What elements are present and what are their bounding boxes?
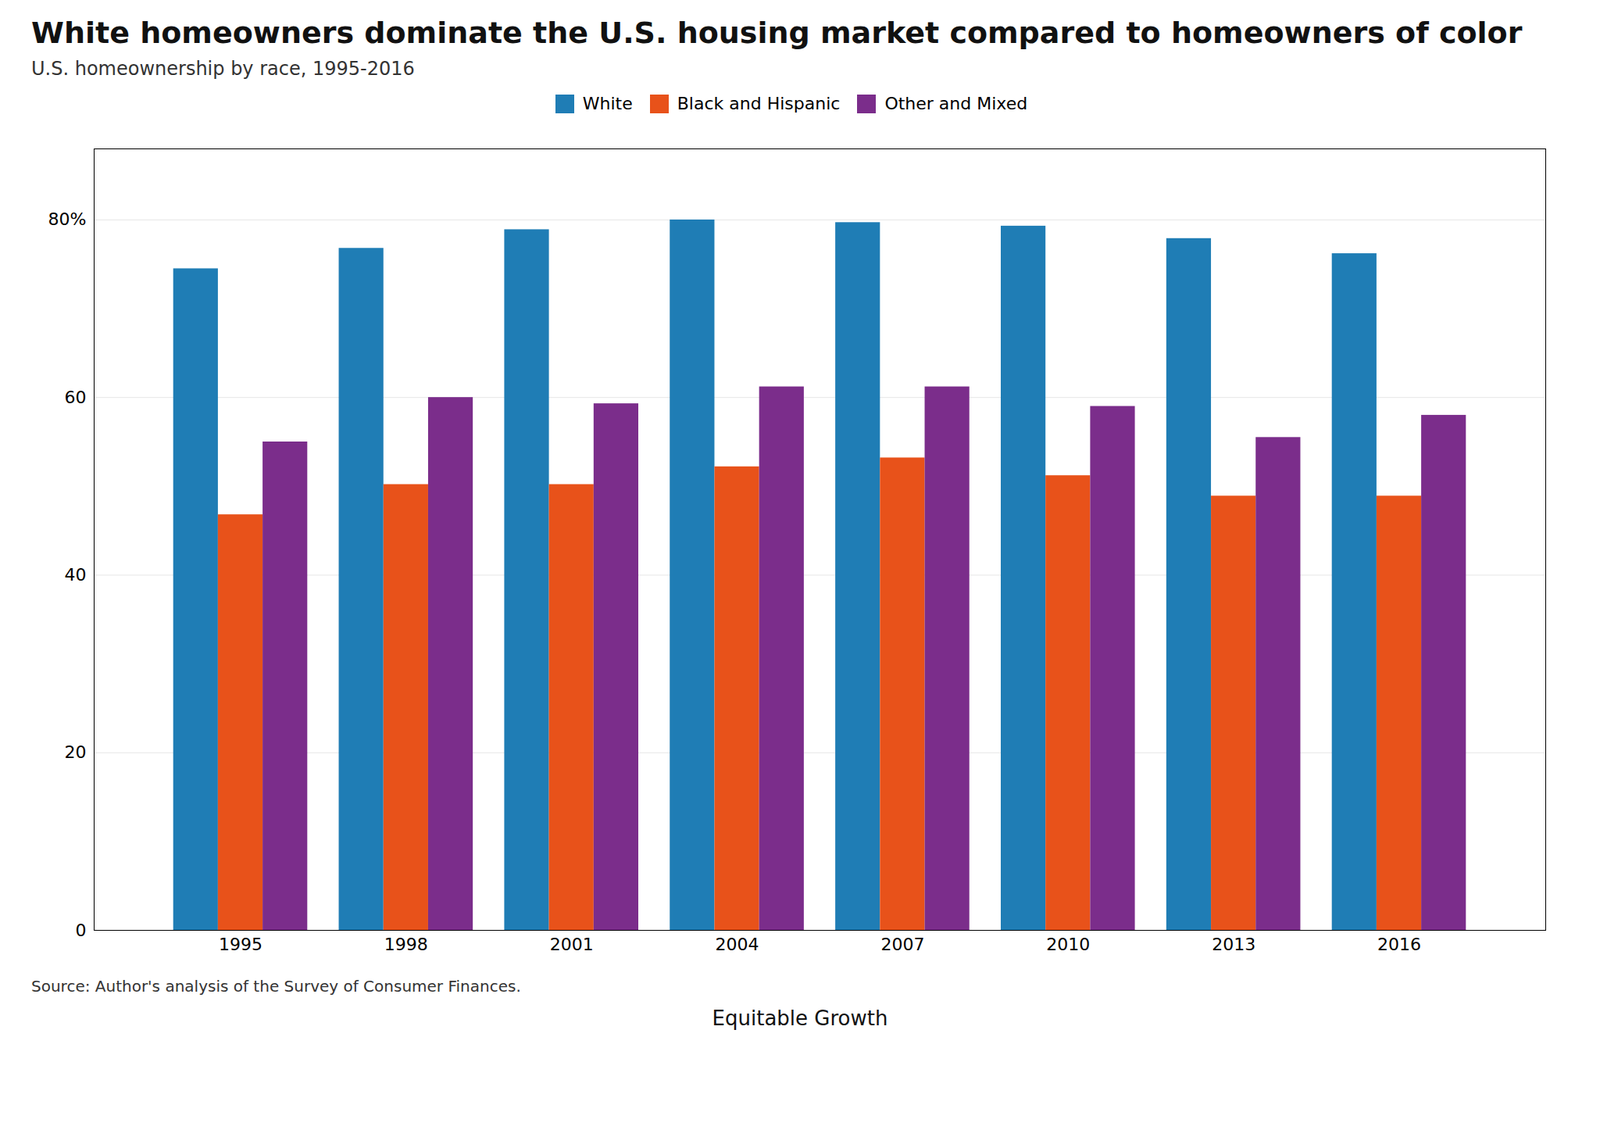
svg-text:40: 40 xyxy=(64,564,87,585)
svg-text:2013: 2013 xyxy=(1211,934,1256,954)
html-text:Equitable Growth: Equitable Growth xyxy=(712,1006,888,1030)
svg-text:80%: 80% xyxy=(48,209,87,229)
html-text:White homeowners dominate the: White homeowners dominate the U.S. housi… xyxy=(31,15,1523,50)
html-text:Source: Author's analysis of t: Source: Author's analysis of the Survey … xyxy=(31,976,521,996)
html-text:Other and Mixed: Other and Mixed xyxy=(884,93,1028,114)
html-text:Black and Hispanic: Black and Hispanic xyxy=(677,93,841,114)
svg-text:20: 20 xyxy=(64,742,87,762)
svg-text:2016: 2016 xyxy=(1377,934,1422,954)
svg-text:60: 60 xyxy=(64,387,87,408)
svg-text:1998: 1998 xyxy=(384,934,429,954)
svg-text:2004: 2004 xyxy=(715,934,760,954)
svg-text:1995: 1995 xyxy=(218,934,263,954)
svg-text:0: 0 xyxy=(75,920,87,940)
html-text:U.S. homeownership by race, 19: U.S. homeownership by race, 1995-2016 xyxy=(31,57,415,80)
svg-text:2001: 2001 xyxy=(550,934,594,954)
html-text:White: White xyxy=(582,93,633,114)
svg-text:2010: 2010 xyxy=(1046,934,1090,954)
svg-text:2007: 2007 xyxy=(880,934,925,954)
